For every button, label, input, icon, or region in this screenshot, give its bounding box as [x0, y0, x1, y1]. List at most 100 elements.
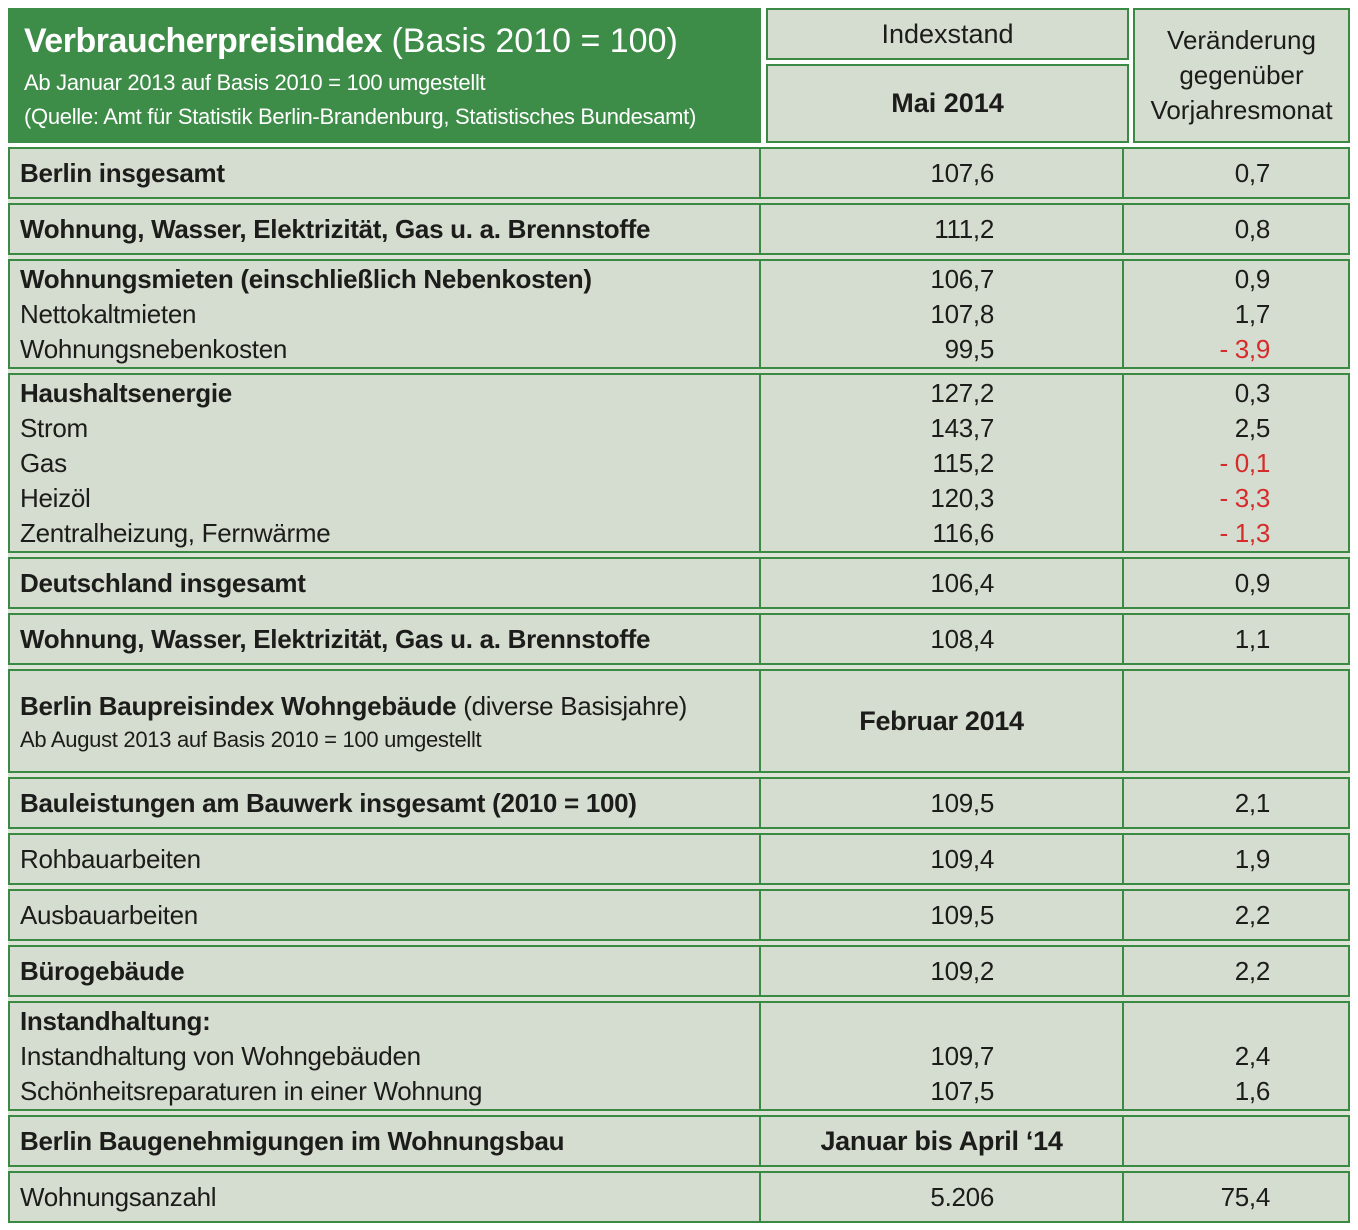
index-cell: 109,7 107,5 [761, 1003, 1124, 1109]
change-value: 2,5 [1234, 412, 1271, 443]
row-label: Bürogebäude [20, 955, 185, 986]
row-label: Berlin insgesamt [20, 157, 225, 188]
change-cell: 0,3 2,5 - 0,1 - 3,3 - 1,3 [1124, 375, 1348, 551]
period-label: Januar bis April ‘14 [820, 1125, 1063, 1156]
title-box: Verbraucherpreisindex (Basis 2010 = 100)… [8, 8, 761, 143]
label-cell: Wohnungsmieten (einschließlich Nebenkost… [10, 261, 761, 367]
change-value: 1,6 [1234, 1075, 1271, 1106]
change-value: 2,1 [1234, 787, 1271, 818]
table-row: Bürogebäude 109,2 2,2 [8, 945, 1350, 997]
label-cell: Berlin insgesamt [10, 149, 761, 197]
change-cell: 0,9 1,7 - 3,9 [1124, 261, 1348, 367]
index-value: 107,8 [930, 298, 994, 329]
label-cell: Instandhaltung: Instandhaltung von Wohnge… [10, 1003, 761, 1109]
change-cell: 1,1 [1124, 615, 1348, 663]
label-cell: Berlin Baupreisindex Wohngebäude (divers… [10, 671, 761, 771]
row-label: Haushaltsenergie [20, 377, 232, 408]
label-cell: Deutschland insgesamt [10, 559, 761, 607]
index-cell: 5.206 [761, 1173, 1124, 1221]
row-label: Wohnung, Wasser, Elektrizität, Gas u. a.… [20, 623, 651, 654]
page-title-bold: Verbraucherpreisindex [24, 22, 383, 60]
change-cell: 2,2 [1124, 891, 1348, 939]
change-value: 1,1 [1234, 623, 1271, 654]
label-cell: Bauleistungen am Bauwerk insgesamt (2010… [10, 779, 761, 827]
change-value: - 3,3 [1219, 482, 1270, 513]
label-cell: Haushaltsenergie Strom Gas Heizöl Zentralhei… [10, 375, 761, 551]
index-cell: 108,4 [761, 615, 1124, 663]
change-value: 0,8 [1234, 213, 1271, 244]
change-cell: 0,8 [1124, 205, 1348, 253]
change-value [1124, 1004, 1348, 1039]
index-value: 111,2 [934, 213, 994, 244]
index-value: 109,5 [930, 787, 994, 818]
row-label: Rohbauarbeiten [20, 843, 201, 874]
change-value: 0,9 [1234, 567, 1271, 598]
label-cell: Bürogebäude [10, 947, 761, 995]
title-subtitle-1: Ab Januar 2013 auf Basis 2010 = 100 umge… [24, 70, 486, 95]
index-value: 108,4 [930, 623, 994, 654]
row-label: Wohnungsmieten (einschließlich Nebenkost… [20, 263, 592, 294]
change-value: 0,9 [1234, 263, 1271, 294]
index-value: 115,2 [932, 447, 994, 478]
change-value: 1,7 [1234, 298, 1271, 329]
index-cell: 109,4 [761, 835, 1124, 883]
row-label: Zentralheizung, Fernwärme [20, 517, 331, 548]
column-header-period: Mai 2014 [766, 64, 1129, 143]
index-value [761, 1004, 1122, 1039]
table-row: Instandhaltung: Instandhaltung von Wohnge… [8, 1001, 1350, 1111]
table-row: Wohnungsmieten (einschließlich Nebenkost… [8, 259, 1350, 369]
index-value: 109,2 [930, 955, 994, 986]
table-row: Wohnungsanzahl 5.206 75,4 [8, 1171, 1350, 1223]
change-value: 0,7 [1234, 157, 1271, 188]
row-label: Instandhaltung von Wohngebäuden [20, 1040, 421, 1071]
change-cell: 1,9 [1124, 835, 1348, 883]
label-cell: Wohnungsanzahl [10, 1173, 761, 1221]
index-cell: 127,2 143,7 115,2 120,3 116,6 [761, 375, 1124, 551]
change-cell: 0,7 [1124, 149, 1348, 197]
table-row: Haushaltsenergie Strom Gas Heizöl Zentralhei… [8, 373, 1350, 553]
index-cell: 109,5 [761, 891, 1124, 939]
index-value: 106,7 [930, 263, 994, 294]
page-title-note: (Basis 2010 = 100) [382, 22, 678, 60]
index-cell: 106,7 107,8 99,5 [761, 261, 1124, 367]
title-subtitle-2: (Quelle: Amt für Statistik Berlin-Brande… [24, 104, 697, 129]
row-label: Schönheitsreparaturen in einer Wohnung [20, 1075, 483, 1106]
table-row: Wohnung, Wasser, Elektrizität, Gas u. a.… [8, 203, 1350, 255]
table-row: Deutschland insgesamt 106,4 0,9 [8, 557, 1350, 609]
change-value: 2,2 [1234, 955, 1271, 986]
index-value: 109,7 [930, 1040, 994, 1071]
row-label: Wohnungsnebenkosten [20, 333, 288, 364]
table-row: Berlin Baupreisindex Wohngebäude (divers… [8, 669, 1350, 773]
change-cell [1124, 1117, 1348, 1165]
change-cell: 75,4 [1124, 1173, 1348, 1221]
index-value: 99,5 [944, 333, 995, 364]
row-label: Instandhaltung: [20, 1005, 211, 1036]
change-value: 75,4 [1220, 1181, 1271, 1212]
row-label: Heizöl [20, 482, 91, 513]
change-value: 2,4 [1234, 1040, 1271, 1071]
index-cell: 109,5 [761, 779, 1124, 827]
index-cell: 111,2 [761, 205, 1124, 253]
row-label: Deutschland insgesamt [20, 567, 306, 598]
change-value: 0,3 [1234, 377, 1271, 408]
change-cell: 0,9 [1124, 559, 1348, 607]
row-label: Bauleistungen am Bauwerk insgesamt (2010… [20, 787, 637, 818]
row-label: Gas [20, 447, 67, 478]
section-title-bold: Berlin Baupreisindex Wohngebäude [20, 691, 457, 721]
index-value: 116,6 [932, 517, 994, 548]
index-value: 120,3 [930, 482, 994, 513]
table-row: Rohbauarbeiten 109,4 1,9 [8, 833, 1350, 885]
index-value: 107,5 [930, 1075, 994, 1106]
change-value: - 1,3 [1219, 517, 1270, 548]
index-value: 5.206 [930, 1181, 994, 1212]
table-row: Bauleistungen am Bauwerk insgesamt (2010… [8, 777, 1350, 829]
row-label: Nettokaltmieten [20, 298, 197, 329]
table-row: Berlin insgesamt 107,6 0,7 [8, 147, 1350, 199]
index-cell: 109,2 [761, 947, 1124, 995]
change-cell: 2,1 [1124, 779, 1348, 827]
row-label: Wohnung, Wasser, Elektrizität, Gas u. a.… [20, 213, 651, 244]
table-header: Verbraucherpreisindex (Basis 2010 = 100)… [8, 8, 1350, 143]
table-body: Berlin insgesamt 107,6 0,7 Wohnung, Wasser,… [8, 147, 1350, 1223]
index-cell: 107,6 [761, 149, 1124, 197]
